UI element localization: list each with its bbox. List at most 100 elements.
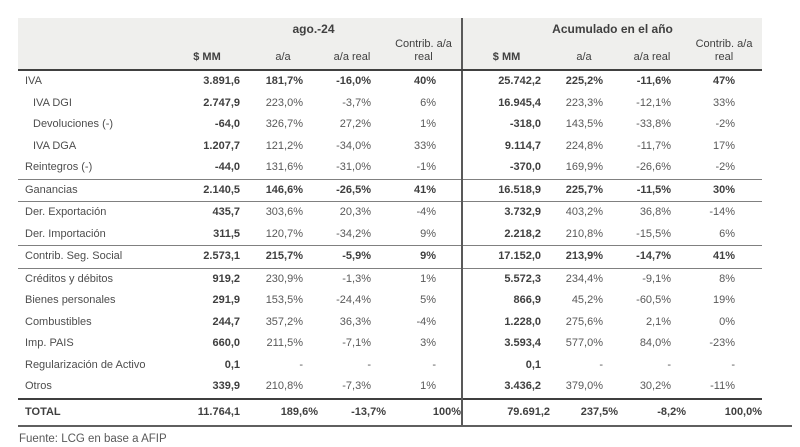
cell-value: - — [367, 358, 371, 371]
cell-value: 25.742,2 — [461, 70, 551, 93]
cell-value: -11% — [710, 380, 736, 392]
col-header-mm-month: $ MM — [166, 37, 248, 71]
cell-value: 224,8% — [565, 139, 604, 152]
cell-value: 2.218,2 — [461, 223, 551, 246]
col-header-yoy-real-ytd: a/a real — [618, 37, 687, 71]
col-header-yoy-real-month: a/a real — [318, 37, 386, 71]
row-label: TOTAL — [18, 397, 166, 425]
cell-value: 225,7% — [550, 179, 619, 202]
cell-value: -16,0% — [336, 75, 371, 87]
cell-value: 1.207,7 — [203, 139, 240, 152]
cell-value: 379,0% — [565, 380, 604, 392]
cell-value: -9,1% — [642, 272, 672, 285]
row-label: IVA — [25, 75, 42, 87]
cell-value: 577,0% — [565, 337, 604, 349]
cell-value: -23% — [709, 337, 736, 349]
cell-value: 0,1 — [461, 354, 551, 376]
cell-value: 311,5 — [166, 223, 248, 246]
cell-value: 2,1% — [645, 315, 672, 328]
cell-value: -11,6% — [636, 75, 672, 87]
row-label: Regularización de Activo — [25, 358, 146, 371]
cell-value: -34,0% — [336, 139, 371, 152]
cell-value: -8,2% — [618, 397, 687, 425]
col-header-mm-ytd: $ MM — [461, 37, 551, 71]
cell-value: 131,6% — [248, 157, 318, 180]
cell-value: 211,5% — [266, 337, 304, 349]
column-group-row: ago.-24 Acumulado en el año — [18, 18, 763, 37]
cell-value: -15,5% — [618, 223, 687, 246]
cell-value: 3% — [420, 337, 437, 349]
cell-value: 403,2% — [565, 206, 604, 218]
cell-value: 121,2% — [265, 139, 303, 152]
cell-value: 84,0% — [639, 337, 672, 349]
table-bottom-rule — [18, 425, 792, 427]
corner-cell — [18, 18, 166, 37]
column-group-ytd: Acumulado en el año — [461, 18, 763, 37]
cell-value: 244,7 — [212, 315, 240, 328]
cell-value: -34,2% — [318, 223, 386, 246]
cell-value: 16.945,4 — [461, 92, 551, 114]
cell-value: 120,7% — [248, 223, 318, 246]
col-header-contrib-month: Contrib. a/a real — [386, 37, 463, 71]
row-label: Combustibles — [25, 315, 92, 328]
cell-value: 17.152,0 — [461, 245, 551, 269]
total-row: TOTAL 11.764,1 189,6% -13,7% 100% 79.691,2 237… — [18, 397, 763, 425]
cell-value: -13,7% — [318, 397, 386, 425]
cell-value: 225,2% — [565, 75, 604, 87]
table-header: ago.-24 Acumulado en el año $ MM a/a a/a… — [18, 18, 763, 71]
cell-value: - — [599, 358, 604, 371]
column-header-row: $ MM a/a a/a real Contrib. a/a real $ MM… — [18, 37, 763, 71]
cell-value: 41% — [686, 245, 763, 269]
table-body: IVA 3.891,6 181,7% -16,0% 40% 25.742,2 225,2% -… — [18, 70, 763, 425]
cell-value: 9.114,7 — [461, 135, 551, 157]
cell-value: 291,9 — [212, 294, 240, 306]
cell-value: 1.228,0 — [461, 311, 551, 333]
cell-value: 143,5% — [565, 118, 604, 130]
table-row: Regularización de Activo 0,1 - - - 0,1 - - - — [18, 354, 762, 376]
cell-value: -44,0 — [166, 157, 248, 180]
row-label: Reintegros (-) — [18, 157, 166, 180]
cell-value: -7,3% — [342, 380, 371, 392]
table-row: Créditos y débitos 919,2 230,9% -1,3% 1% 5.57… — [18, 268, 762, 290]
cell-value: 3.732,9 — [461, 201, 551, 224]
cell-value: -1,3% — [342, 272, 371, 285]
cell-value: 9% — [386, 245, 463, 269]
cell-value: -60,5% — [636, 294, 672, 306]
cell-value: 36,3% — [339, 315, 371, 328]
cell-value: 1% — [420, 380, 437, 392]
cell-value: 33% — [413, 139, 437, 152]
cell-value: 223,3% — [565, 96, 604, 109]
cell-value: 3.891,6 — [203, 75, 240, 87]
row-label: Devoluciones (-) — [33, 118, 114, 130]
cell-value: -14% — [709, 206, 736, 218]
table-row: IVA 3.891,6 181,7% -16,0% 40% 25.742,2 225,2% -… — [18, 70, 762, 93]
cell-value: -5,9% — [318, 245, 386, 269]
cell-value: 435,7 — [212, 206, 240, 218]
table-row: Ganancias 2.140,5 146,6% -26,5% 41% 16.518,9 2… — [18, 179, 763, 202]
row-label: IVA DGI — [33, 96, 72, 109]
table-row: Der. Exportación 435,7 303,6% 20,3% -4% 3.732… — [18, 201, 762, 224]
cell-value: 20,3% — [339, 206, 371, 218]
cell-value: 146,6% — [248, 179, 318, 202]
table-row: Contrib. Seg. Social 2.573,1 215,7% -5,9% 9%… — [18, 245, 763, 269]
cell-value: 213,9% — [550, 245, 619, 269]
cell-value: 16.518,9 — [461, 179, 551, 202]
col-header-contrib-ytd: Contrib. a/a real — [686, 37, 763, 71]
cell-value: -26,5% — [318, 179, 386, 202]
row-label: Otros — [25, 380, 52, 392]
cell-value: -318,0 — [461, 114, 551, 136]
cell-value: -33,8% — [636, 118, 672, 130]
cell-value: 230,9% — [265, 272, 303, 285]
cell-value: 660,0 — [212, 337, 240, 349]
cell-value: 5.572,3 — [461, 268, 551, 290]
cell-value: -3,7% — [342, 96, 371, 109]
table-row: Der. Importación 311,5 120,7% -34,2% 9% 2.218… — [18, 223, 763, 246]
cell-value: -2% — [686, 157, 763, 180]
cell-value: -31,0% — [318, 157, 386, 180]
cell-value: 79.691,2 — [461, 397, 551, 425]
cell-value: - — [667, 358, 672, 371]
cell-value: 30% — [686, 179, 763, 202]
cell-value: -370,0 — [461, 157, 551, 180]
table-row: IVA DGI 2.747,9 223,0% -3,7% 6% 16.945,4 223,3… — [18, 92, 762, 114]
cell-value: 9% — [386, 223, 463, 246]
